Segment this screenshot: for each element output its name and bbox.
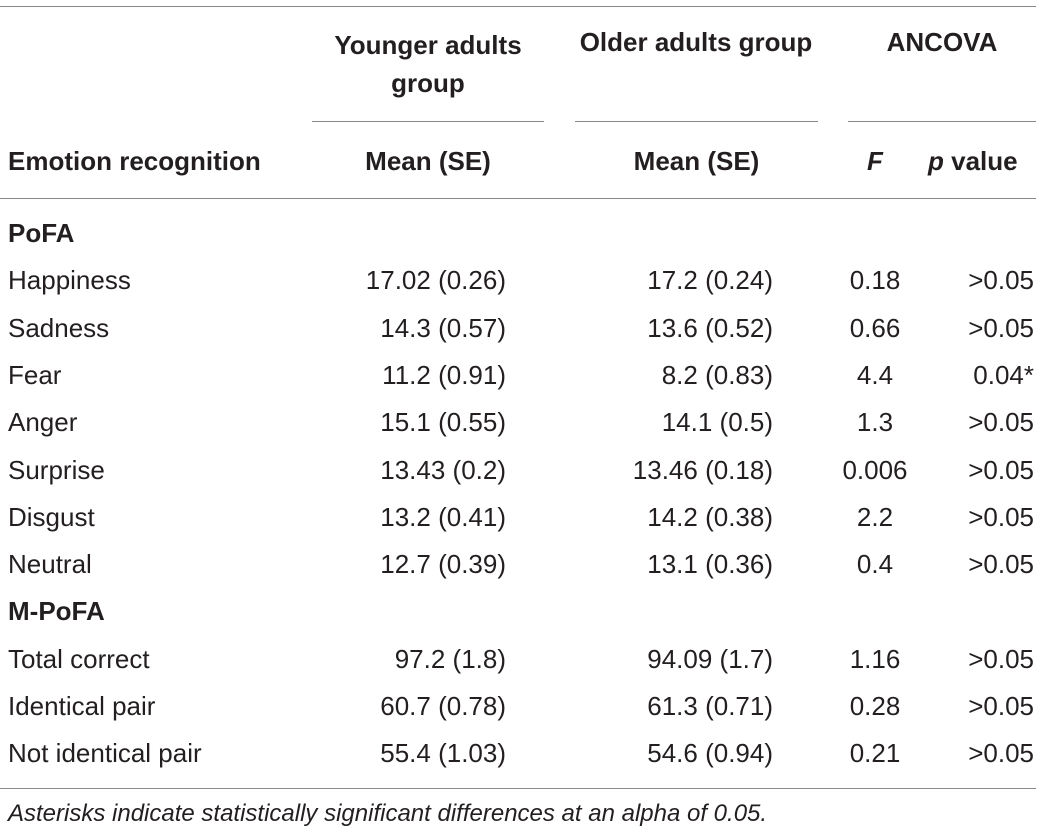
younger-mean-se: 15.1 (0.55) [380,407,506,438]
younger-mean-se: 55.4 (1.03) [380,738,506,769]
section-title: PoFA [8,218,75,248]
p-letter: p [928,146,944,176]
row-label: Total correct [8,643,150,674]
f-value: 0.18 [849,265,901,296]
f-statistic-header: F [867,146,883,176]
older-mean-se: 17.2 (0.24) [647,265,773,296]
row-label: Fear [8,359,62,390]
p-value: >0.05 [968,312,1034,343]
older-mean-se-header: Mean (SE) [633,146,760,176]
ancova-underline [848,121,1036,122]
younger-mean-se: 12.7 (0.39) [380,549,506,580]
p-value: >0.05 [968,643,1034,674]
f-value: 0.4 [856,549,894,580]
f-value: 0.28 [849,691,901,721]
older-mean-se: 13.46 (0.18) [632,454,773,485]
row-label: Surprise [8,454,105,485]
older-mean-se: 14.2 (0.38) [647,501,773,532]
row-label: Not identical pair [8,738,202,769]
f-value: 0.21 [849,738,901,769]
older-mean-se: 13.1 (0.36) [647,549,773,580]
older-mean-se: 13.6 (0.52) [647,312,773,343]
table-bottom-rule [0,788,1036,789]
p-value: >0.05 [968,691,1034,721]
p-value: >0.05 [968,738,1034,769]
older-group-underline [575,121,818,122]
f-value: 1.16 [849,643,901,674]
younger-mean-se-header: Mean (SE) [365,146,491,176]
older-mean-se: 54.6 (0.94) [647,738,773,769]
younger-group-underline [312,121,544,122]
p-value: >0.05 [968,265,1034,296]
row-label: Identical pair [8,691,156,721]
younger-mean-se: 97.2 (1.8) [394,643,506,674]
younger-header-line-1: Younger adults [334,30,522,60]
f-value: 1.3 [856,407,894,438]
f-value: 2.2 [856,501,894,532]
younger-mean-se: 60.7 (0.78) [380,691,506,721]
younger-mean-se: 13.43 (0.2) [380,454,506,485]
older-mean-se: 61.3 (0.71) [647,691,773,721]
f-value: 0.006 [842,454,908,485]
younger-mean-se: 13.2 (0.41) [380,501,506,532]
p-value-header: p value [928,146,1018,176]
f-value: 4.4 [856,359,894,390]
row-label: Disgust [8,501,95,532]
younger-mean-se: 11.2 (0.91) [382,359,506,390]
older-mean-se: 14.1 (0.5) [661,407,773,438]
row-label: Neutral [8,549,92,580]
younger-mean-se: 14.3 (0.57) [380,312,506,343]
table-footnote: Asterisks indicate statistically signifi… [8,800,768,827]
f-value: 0.66 [849,312,901,343]
older-mean-se: 94.09 (1.7) [647,643,773,674]
ancova-header: ANCOVA [886,27,998,57]
section-title: M-PoFA [8,596,105,627]
older-adults-group-header: Older adults group [579,27,813,57]
younger-mean-se: 17.02 (0.26) [365,265,506,296]
older-mean-se: 8.2 (0.83) [661,359,773,390]
p-value: >0.05 [968,454,1034,485]
row-label: Happiness [8,265,131,296]
emotion-recognition-header: Emotion recognition [8,146,261,176]
row-label: Anger [8,407,78,438]
p-value-word: value [943,146,1018,176]
younger-adults-group-header: Younger adults group [312,26,544,102]
p-value: >0.05 [968,549,1034,580]
p-value: 0.04* [973,359,1034,390]
p-value: >0.05 [968,407,1034,438]
table-top-rule [0,6,1036,7]
younger-header-line-2: group [391,68,465,98]
row-label: Sadness [8,312,110,343]
p-value: >0.05 [968,501,1034,532]
header-bottom-rule [0,198,1036,199]
